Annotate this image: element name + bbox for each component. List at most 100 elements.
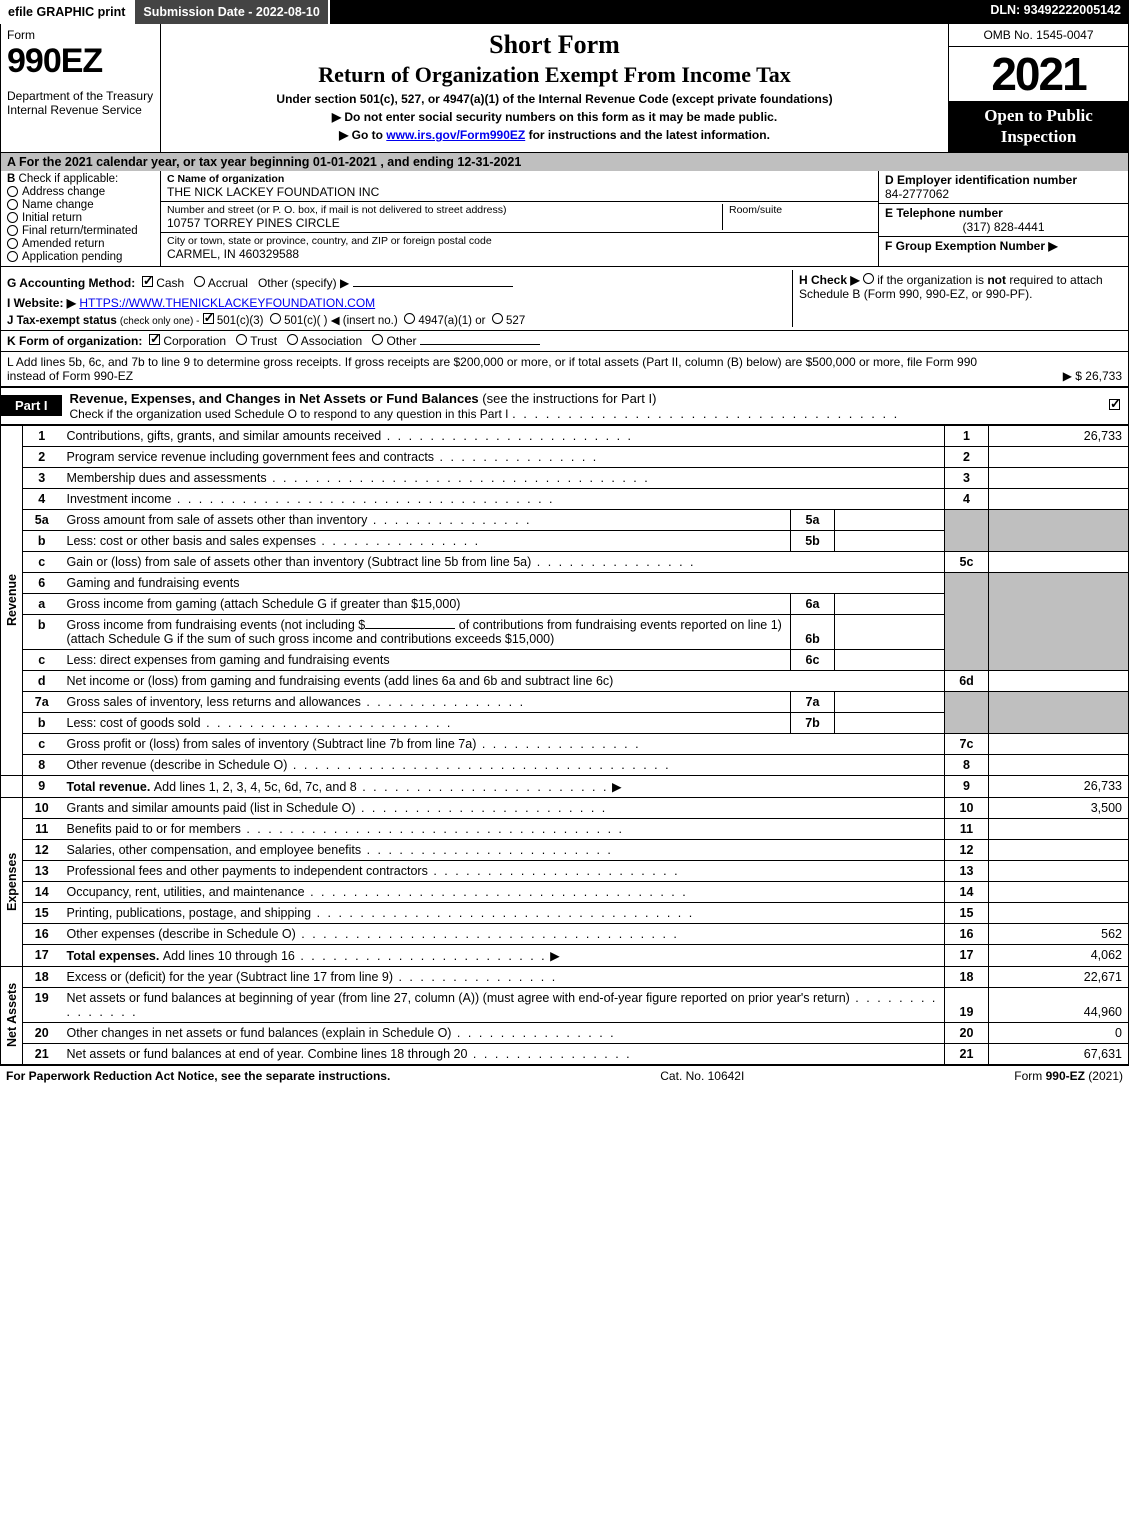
line-3-desc: Membership dues and assessments: [67, 471, 267, 485]
dln: DLN: 93492222005142: [982, 0, 1129, 24]
chk-cash[interactable]: [142, 276, 153, 287]
omb-number: OMB No. 1545-0047: [949, 24, 1128, 47]
line-7c-desc: Gross profit or (loss) from sales of inv…: [67, 737, 477, 751]
line-11-desc: Benefits paid to or for members: [67, 822, 241, 836]
line-5b-desc: Less: cost or other basis and sales expe…: [67, 534, 316, 548]
net-assets-section-label: Net Assets: [1, 966, 23, 1064]
open-to-public: Open to Public Inspection: [949, 101, 1128, 152]
chk-corporation[interactable]: [149, 334, 160, 345]
chk-final-return[interactable]: [7, 225, 18, 236]
tax-year: 2021: [949, 47, 1128, 101]
other-org-input[interactable]: [420, 344, 540, 345]
line-10-value: 3,500: [989, 797, 1129, 818]
chk-name-change[interactable]: [7, 199, 18, 210]
section-def: D Employer identification number 84-2777…: [878, 171, 1128, 266]
cat-number: Cat. No. 10642I: [660, 1069, 744, 1083]
city-state-zip: CARMEL, IN 460329588: [167, 247, 872, 261]
chk-address-change[interactable]: [7, 186, 18, 197]
line-7b-desc: Less: cost of goods sold: [67, 716, 201, 730]
section-k: K Form of organization: Corporation Trus…: [0, 331, 1129, 352]
department: Department of the Treasury Internal Reve…: [7, 89, 154, 117]
line-6c-desc: Less: direct expenses from gaming and fu…: [67, 653, 390, 667]
paperwork-notice: For Paperwork Reduction Act Notice, see …: [6, 1069, 390, 1083]
org-info-block: B Check if applicable: Address change Na…: [0, 171, 1129, 267]
chk-application-pending[interactable]: [7, 251, 18, 262]
form-header: Form 990EZ Department of the Treasury In…: [0, 24, 1129, 153]
chk-initial-return[interactable]: [7, 212, 18, 223]
chk-association[interactable]: [287, 334, 298, 345]
tax-exempt-label: J Tax-exempt status: [7, 315, 117, 327]
street-address: 10757 TORREY PINES CIRCLE: [167, 216, 722, 230]
line-5a-desc: Gross amount from sale of assets other t…: [67, 513, 368, 527]
chk-accrual[interactable]: [194, 276, 205, 287]
group-exemption: F Group Exemption Number ▶: [885, 239, 1122, 253]
line-16-desc: Other expenses (describe in Schedule O): [67, 927, 296, 941]
street-label: Number and street (or P. O. box, if mail…: [167, 204, 722, 216]
chk-4947[interactable]: [404, 313, 415, 324]
line-6b-amount-input[interactable]: [365, 628, 455, 629]
section-l-text: L Add lines 5b, 6c, and 7b to line 9 to …: [7, 355, 992, 383]
part-1-label: Part I: [1, 395, 62, 416]
org-name: THE NICK LACKEY FOUNDATION INC: [167, 185, 872, 199]
line-1-desc: Contributions, gifts, grants, and simila…: [67, 429, 382, 443]
part-1-table: Revenue 1 Contributions, gifts, grants, …: [0, 425, 1129, 1065]
chk-501c3[interactable]: [203, 313, 214, 324]
line-4-desc: Investment income: [67, 492, 172, 506]
phone-label: E Telephone number: [885, 206, 1122, 220]
section-b: B Check if applicable: Address change Na…: [1, 171, 161, 266]
irs-link[interactable]: www.irs.gov/Form990EZ: [386, 128, 525, 142]
website-label: I Website: ▶: [7, 296, 76, 310]
line-7a-desc: Gross sales of inventory, less returns a…: [67, 695, 361, 709]
ein-label: D Employer identification number: [885, 173, 1122, 187]
chk-schedule-o-part1[interactable]: [1109, 399, 1120, 410]
subtitle-goto: ▶ Go to www.irs.gov/Form990EZ for instru…: [171, 128, 938, 142]
submission-date: Submission Date - 2022-08-10: [135, 0, 329, 24]
room-suite: Room/suite: [722, 204, 872, 230]
form-ref: Form 990-EZ (2021): [1014, 1069, 1123, 1083]
section-a-tax-year: A For the 2021 calendar year, or tax yea…: [0, 153, 1129, 171]
website-link[interactable]: HTTPS://WWW.THENICKLACKEYFOUNDATION.COM: [79, 296, 375, 310]
title-return: Return of Organization Exempt From Incom…: [171, 62, 938, 88]
org-name-label: C Name of organization: [167, 173, 872, 185]
line-14-desc: Occupancy, rent, utilities, and maintena…: [67, 885, 305, 899]
city-label: City or town, state or province, country…: [167, 235, 872, 247]
line-6-desc: Gaming and fundraising events: [61, 572, 945, 593]
form-word: Form: [7, 28, 154, 42]
line-6b-desc: Gross income from fundraising events (no…: [61, 614, 791, 649]
chk-527[interactable]: [492, 313, 503, 324]
line-17-value: 4,062: [989, 944, 1129, 966]
line-20-desc: Other changes in net assets or fund bala…: [67, 1026, 452, 1040]
chk-trust[interactable]: [236, 334, 247, 345]
chk-amended-return[interactable]: [7, 238, 18, 249]
chk-other-org[interactable]: [372, 334, 383, 345]
section-l: L Add lines 5b, 6c, and 7b to line 9 to …: [0, 352, 1129, 387]
line-19-value: 44,960: [989, 987, 1129, 1022]
section-h: H Check ▶ if the organization is not req…: [792, 270, 1122, 327]
ein-value: 84-2777062: [885, 187, 1122, 201]
expenses-section-label: Expenses: [1, 797, 23, 966]
other-specify-input[interactable]: [353, 286, 513, 287]
line-9-value: 26,733: [989, 775, 1129, 797]
revenue-section-label: Revenue: [1, 425, 23, 775]
title-short-form: Short Form: [171, 30, 938, 60]
subtitle-ssn-warning: ▶ Do not enter social security numbers o…: [171, 110, 938, 124]
line-6d-desc: Net income or (loss) from gaming and fun…: [61, 670, 945, 691]
line-5c-desc: Gain or (loss) from sale of assets other…: [67, 555, 532, 569]
line-13-desc: Professional fees and other payments to …: [67, 864, 428, 878]
line-16-value: 562: [989, 923, 1129, 944]
line-1-value: 26,733: [989, 425, 1129, 446]
phone-value: (317) 828-4441: [885, 220, 1122, 234]
line-18-value: 22,671: [989, 966, 1129, 987]
line-15-desc: Printing, publications, postage, and shi…: [67, 906, 312, 920]
efile-print[interactable]: efile GRAPHIC print: [0, 0, 135, 24]
chk-schedule-b-not-required[interactable]: [863, 273, 874, 284]
part-1-check-note: Check if the organization used Schedule …: [70, 407, 509, 421]
part-1-header: Part I Revenue, Expenses, and Changes in…: [0, 387, 1129, 425]
line-17-label: Total expenses.: [67, 949, 163, 963]
line-10-desc: Grants and similar amounts paid (list in…: [67, 801, 356, 815]
line-21-value: 67,631: [989, 1043, 1129, 1064]
top-bar: efile GRAPHIC print Submission Date - 20…: [0, 0, 1129, 24]
chk-501c[interactable]: [270, 313, 281, 324]
gross-receipts: ▶ $ 26,733: [992, 369, 1122, 383]
line-19-desc: Net assets or fund balances at beginning…: [67, 991, 850, 1005]
